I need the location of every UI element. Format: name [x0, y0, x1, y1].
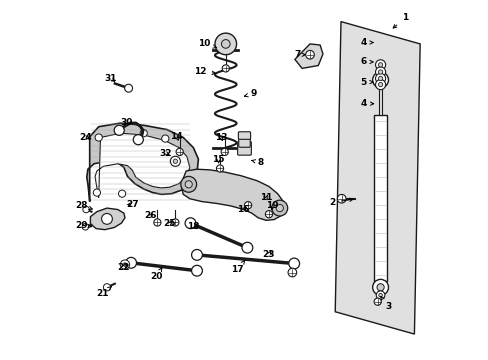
Circle shape: [170, 156, 180, 166]
Polygon shape: [90, 208, 125, 230]
Circle shape: [215, 33, 236, 55]
Circle shape: [376, 76, 384, 84]
Circle shape: [221, 40, 230, 48]
Circle shape: [82, 224, 88, 230]
Circle shape: [153, 219, 161, 226]
Text: 21: 21: [96, 287, 111, 298]
Circle shape: [375, 67, 385, 77]
Text: 6: 6: [360, 57, 372, 66]
Text: 5: 5: [360, 77, 372, 86]
FancyBboxPatch shape: [237, 141, 251, 155]
Circle shape: [114, 125, 124, 135]
Text: 12: 12: [194, 67, 215, 76]
Circle shape: [118, 190, 125, 197]
FancyBboxPatch shape: [378, 86, 381, 115]
Text: 17: 17: [230, 260, 244, 274]
Circle shape: [375, 291, 384, 300]
Circle shape: [181, 176, 196, 192]
Circle shape: [288, 258, 299, 269]
Text: 32: 32: [159, 149, 171, 158]
Circle shape: [123, 263, 126, 266]
Circle shape: [173, 159, 177, 163]
Text: 8: 8: [251, 158, 264, 167]
Text: 31: 31: [104, 74, 117, 83]
Circle shape: [222, 65, 229, 72]
Circle shape: [103, 284, 110, 291]
Text: 10: 10: [198, 40, 216, 49]
Circle shape: [242, 242, 252, 253]
Circle shape: [125, 257, 136, 268]
Text: 27: 27: [125, 200, 138, 209]
Text: 14: 14: [170, 132, 183, 141]
Text: 24: 24: [79, 133, 92, 142]
Circle shape: [372, 72, 387, 88]
Circle shape: [191, 249, 202, 260]
Text: 26: 26: [143, 211, 156, 220]
Text: 9: 9: [244, 89, 256, 98]
FancyBboxPatch shape: [238, 132, 250, 139]
Text: 16: 16: [237, 205, 249, 214]
Text: 29: 29: [75, 220, 91, 230]
Text: 7: 7: [294, 50, 305, 59]
Text: 20: 20: [150, 268, 162, 281]
Circle shape: [95, 134, 102, 141]
Circle shape: [120, 260, 129, 269]
Circle shape: [244, 202, 251, 209]
Circle shape: [305, 50, 314, 59]
Circle shape: [378, 293, 382, 297]
Text: 22: 22: [118, 263, 130, 271]
Circle shape: [375, 60, 385, 70]
Circle shape: [176, 148, 183, 156]
Circle shape: [287, 268, 296, 277]
Text: 2: 2: [329, 198, 352, 207]
Text: 13: 13: [214, 133, 227, 142]
Circle shape: [191, 265, 202, 276]
Circle shape: [378, 63, 382, 67]
Text: 30: 30: [120, 118, 132, 127]
Polygon shape: [95, 133, 189, 198]
Circle shape: [102, 213, 112, 224]
Text: 25: 25: [163, 219, 176, 228]
Circle shape: [117, 127, 123, 134]
Circle shape: [185, 218, 196, 229]
Circle shape: [378, 70, 382, 74]
Circle shape: [372, 279, 387, 295]
Circle shape: [373, 298, 381, 305]
Text: 28: 28: [75, 201, 92, 210]
FancyBboxPatch shape: [238, 138, 250, 147]
Circle shape: [185, 181, 192, 188]
Circle shape: [376, 284, 384, 291]
Circle shape: [221, 148, 228, 156]
Circle shape: [375, 73, 385, 84]
FancyBboxPatch shape: [373, 115, 386, 281]
Circle shape: [375, 80, 385, 90]
Text: 4: 4: [359, 38, 372, 47]
Circle shape: [140, 130, 147, 137]
Circle shape: [93, 189, 101, 196]
Circle shape: [378, 76, 382, 81]
Circle shape: [162, 135, 168, 142]
Polygon shape: [181, 169, 284, 220]
Circle shape: [378, 82, 382, 87]
Circle shape: [271, 200, 287, 216]
Circle shape: [171, 219, 179, 226]
Circle shape: [133, 135, 143, 145]
Text: 4: 4: [359, 99, 373, 108]
Text: 11: 11: [259, 194, 272, 202]
Circle shape: [124, 84, 132, 92]
Text: 3: 3: [380, 297, 391, 311]
Circle shape: [337, 194, 346, 203]
Text: 15: 15: [212, 154, 224, 163]
Text: 19: 19: [266, 202, 278, 210]
Circle shape: [265, 211, 272, 218]
Text: 18: 18: [187, 222, 199, 231]
Circle shape: [82, 206, 89, 213]
Circle shape: [276, 204, 283, 212]
Text: 1: 1: [392, 13, 407, 28]
Polygon shape: [335, 22, 419, 334]
Circle shape: [216, 165, 223, 172]
Text: 23: 23: [262, 251, 275, 259]
Polygon shape: [87, 123, 198, 202]
Polygon shape: [294, 44, 322, 68]
